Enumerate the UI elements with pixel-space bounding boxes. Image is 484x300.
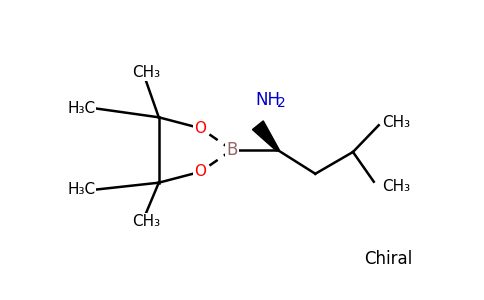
Text: O: O: [195, 121, 206, 136]
Text: H₃C: H₃C: [67, 101, 95, 116]
Text: CH₃: CH₃: [382, 115, 410, 130]
Text: H₃C: H₃C: [67, 182, 95, 197]
Text: B: B: [227, 141, 238, 159]
Text: CH₃: CH₃: [382, 179, 410, 194]
Text: O: O: [195, 164, 206, 179]
Text: 2: 2: [277, 96, 286, 110]
Text: NH: NH: [256, 92, 281, 110]
Text: CH₃: CH₃: [132, 214, 160, 229]
Text: Chiral: Chiral: [364, 250, 413, 268]
Polygon shape: [253, 121, 279, 151]
Text: CH₃: CH₃: [132, 65, 160, 80]
